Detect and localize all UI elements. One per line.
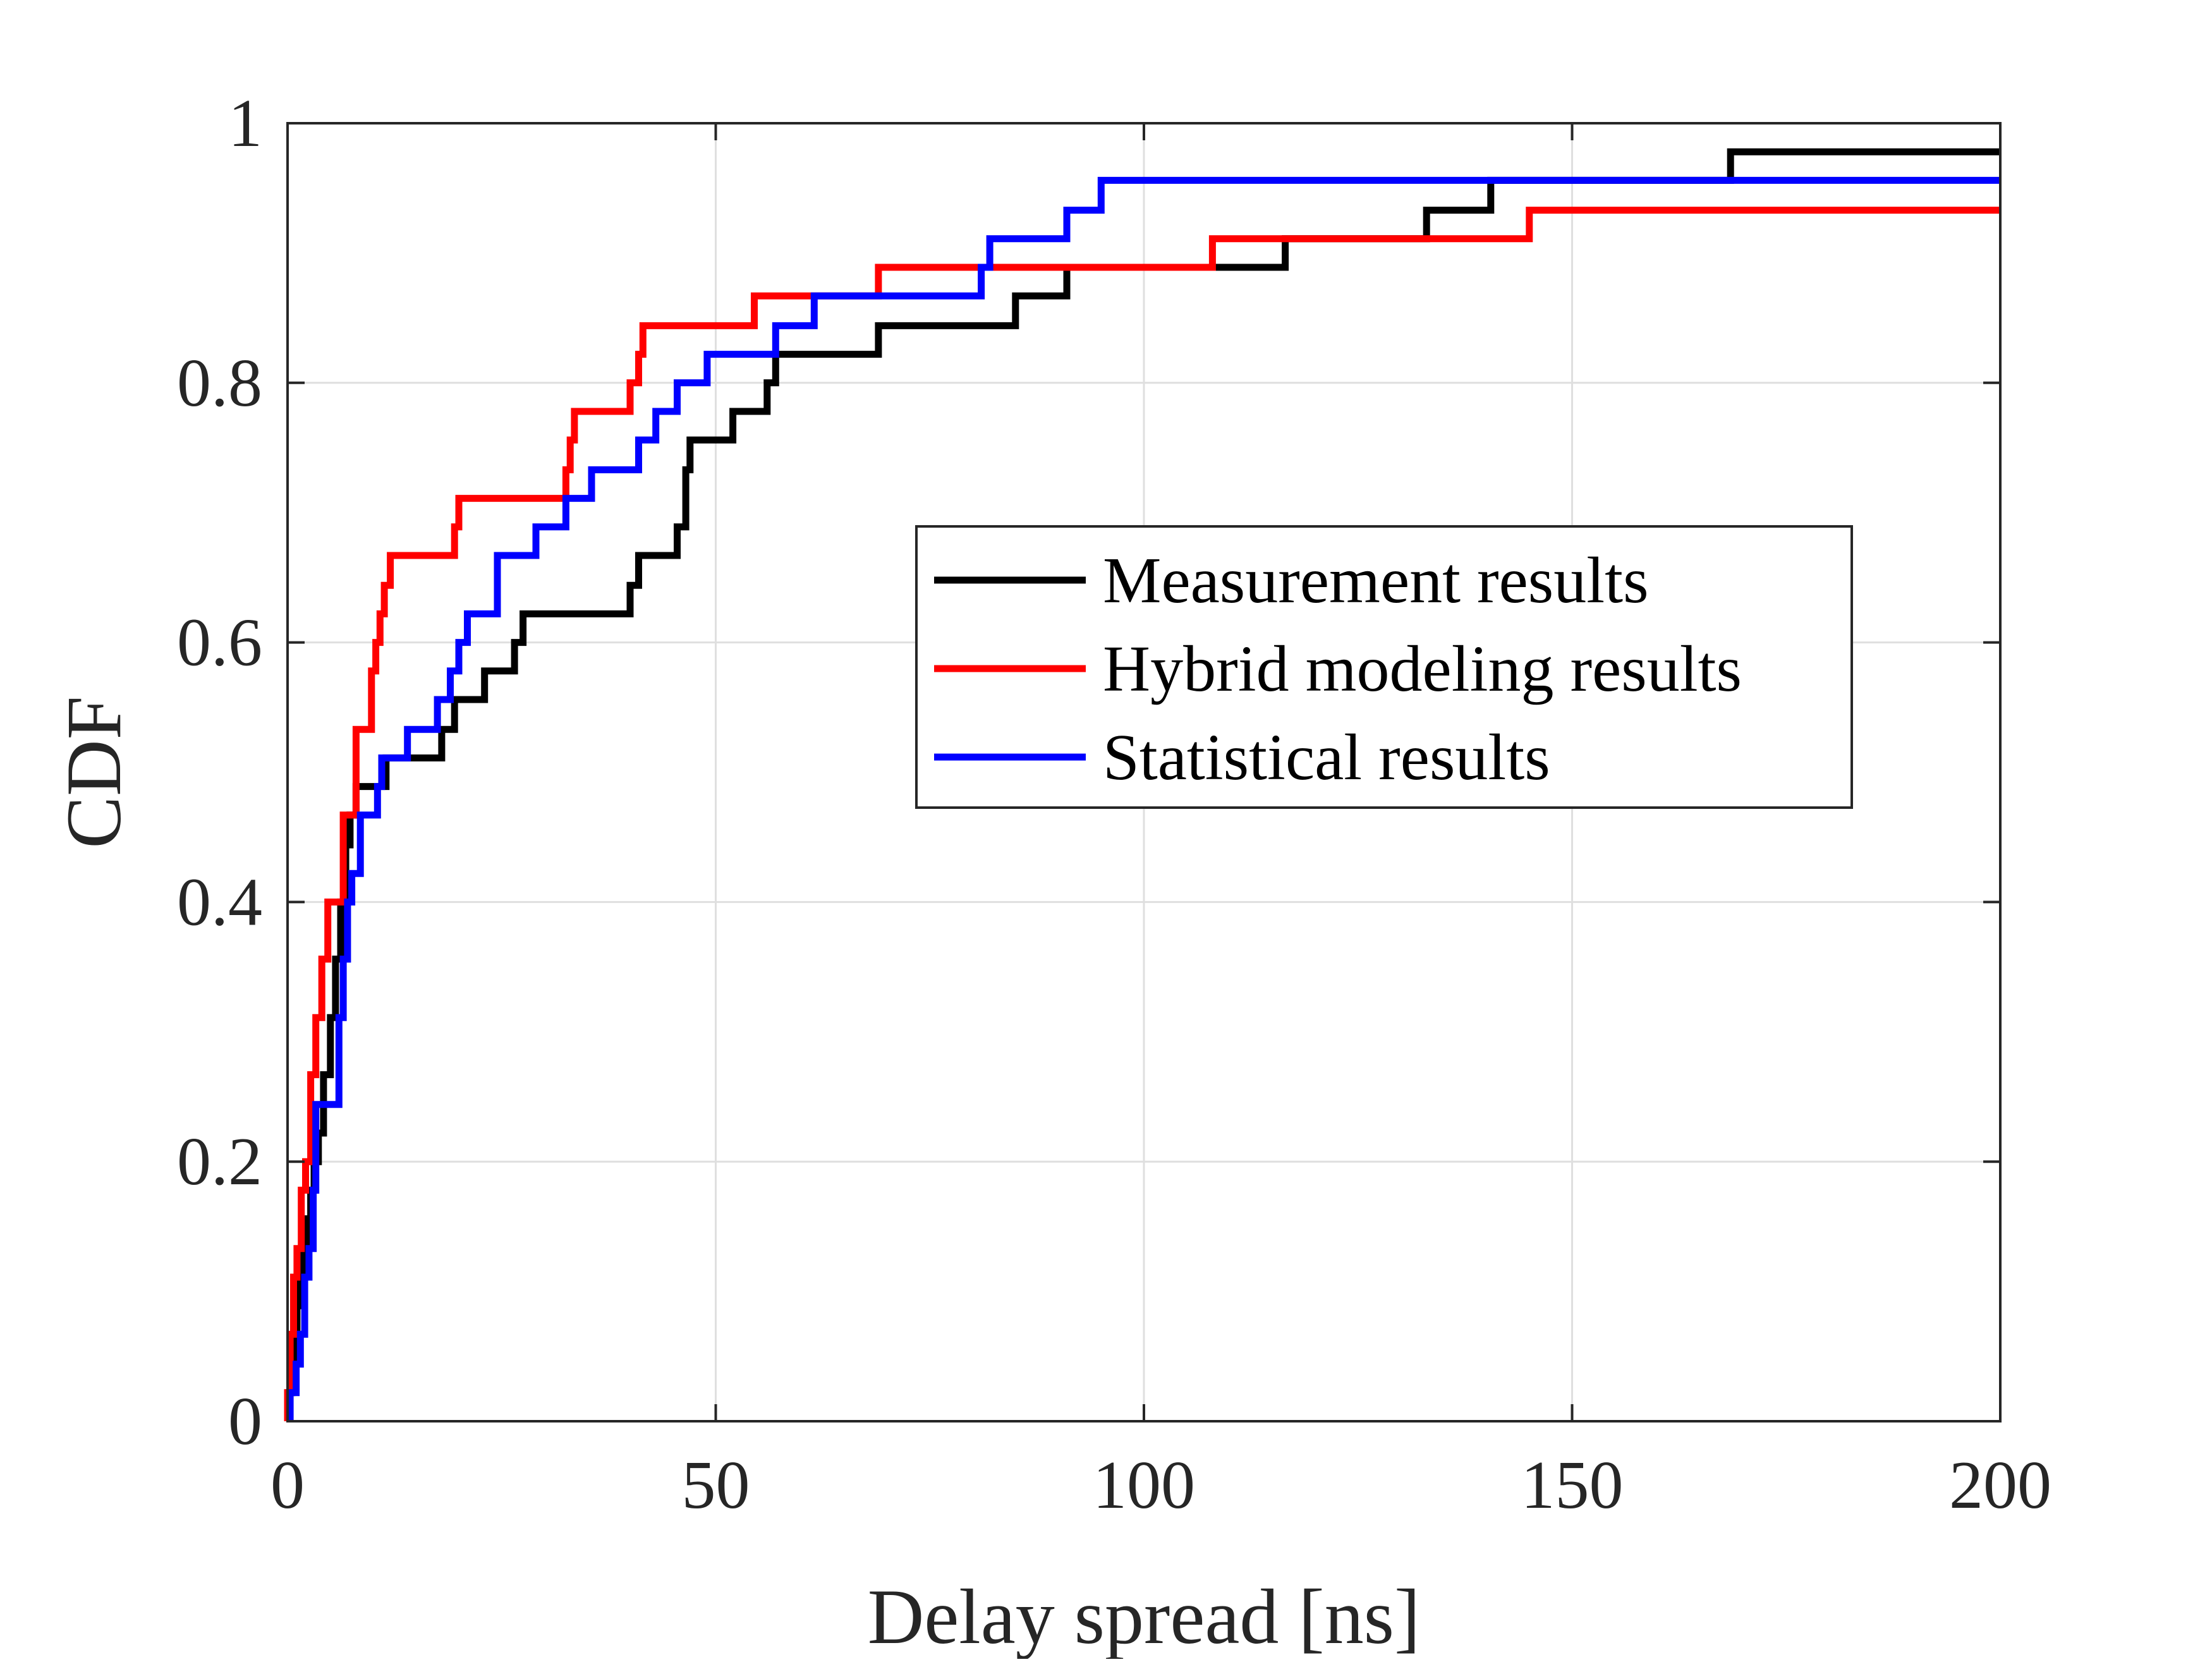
x-axis-title: Delay spread [ns]	[868, 1574, 1421, 1659]
x-tick-label: 200	[1949, 1448, 2051, 1523]
legend-label: Statistical results	[1103, 721, 1550, 794]
y-tick-label: 0.6	[177, 605, 262, 681]
x-tick-label: 150	[1521, 1448, 1624, 1523]
y-tick-label: 0.8	[177, 346, 262, 421]
legend-label: Measurement results	[1103, 544, 1649, 617]
x-tick-label: 100	[1093, 1448, 1195, 1523]
series-line-hybrid-modeling-results	[284, 207, 2000, 1421]
series-line-measurement-results	[286, 148, 2000, 1421]
legend-label: Hybrid modeling results	[1103, 633, 1742, 705]
y-tick-label: 0	[228, 1384, 262, 1459]
series-lines	[284, 148, 2000, 1421]
x-tick-label: 50	[682, 1448, 750, 1523]
x-tick-labels: 0 50 100 150 200	[270, 1448, 2051, 1523]
y-tick-label: 1	[228, 86, 262, 161]
axis-ticks	[286, 122, 2002, 1422]
y-tick-labels: 0 0.2 0.4 0.6 0.8 1	[177, 86, 262, 1459]
y-axis-title: CDF	[51, 696, 137, 848]
y-tick-label: 0.4	[177, 864, 262, 940]
y-tick-label: 0.2	[177, 1124, 262, 1199]
series-line-statistical-results	[286, 176, 2000, 1421]
legend: Measurement results Hybrid modeling resul…	[915, 525, 1853, 809]
x-tick-label: 0	[270, 1448, 305, 1523]
